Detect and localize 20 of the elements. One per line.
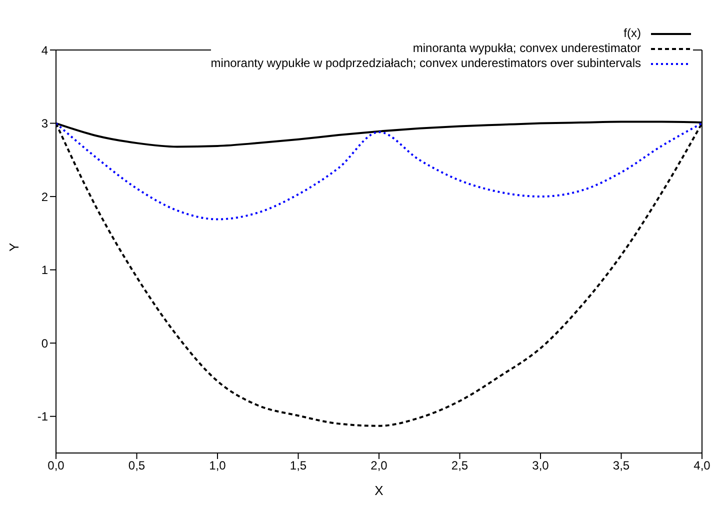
y-tick-label: 1	[41, 263, 48, 278]
x-tick-label: 3,0	[532, 458, 550, 473]
x-tick-label: 4,0	[694, 458, 711, 473]
x-tick-label: 2,0	[370, 458, 388, 473]
y-axis-title: Y	[6, 242, 22, 252]
y-tick-label: 4	[41, 43, 48, 58]
legend-label: f(x)	[624, 26, 641, 41]
legend-label: minoranta wypukła; convex underestimator	[412, 41, 641, 56]
x-axis-title: X	[374, 483, 384, 498]
x-tick-label: 1,0	[209, 458, 226, 473]
x-tick-label: 1,5	[290, 458, 307, 473]
y-tick-label: 3	[41, 116, 48, 131]
legend-label: minoranty wypukłe w podprzedziałach; convex underestimators over subintervals	[210, 56, 641, 71]
x-tick-label: 2,5	[451, 458, 468, 473]
y-tick-label: -1	[37, 410, 48, 424]
x-tick-label: 0,5	[128, 458, 146, 473]
y-tick-label: 0	[41, 336, 48, 350]
x-tick-label: 3,5	[612, 458, 630, 473]
x-tick-label: 0,0	[48, 458, 65, 473]
y-tick-label: 2	[41, 190, 48, 204]
